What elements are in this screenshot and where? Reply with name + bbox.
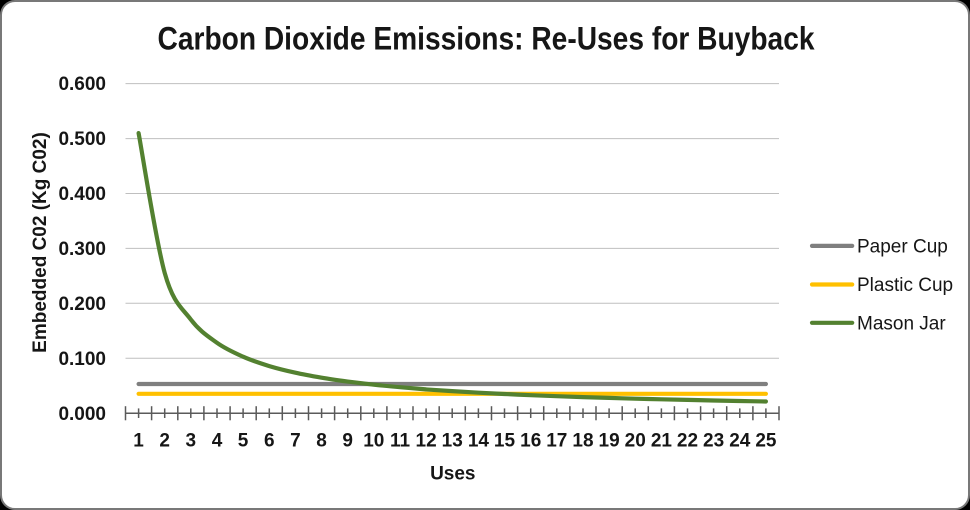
svg-text:23: 23 bbox=[703, 431, 724, 452]
svg-text:24: 24 bbox=[729, 431, 751, 452]
svg-text:9: 9 bbox=[342, 431, 353, 452]
svg-text:19: 19 bbox=[599, 431, 620, 452]
svg-text:21: 21 bbox=[651, 431, 673, 452]
svg-text:2: 2 bbox=[159, 431, 170, 452]
svg-text:17: 17 bbox=[546, 431, 567, 452]
svg-text:Paper Cup: Paper Cup bbox=[857, 237, 948, 258]
svg-text:13: 13 bbox=[442, 431, 463, 452]
svg-text:22: 22 bbox=[677, 431, 698, 452]
svg-text:Carbon Dioxide Emissions: Re-U: Carbon Dioxide Emissions: Re-Uses for Bu… bbox=[158, 20, 815, 56]
svg-text:Plastic Cup: Plastic Cup bbox=[857, 275, 953, 296]
svg-text:18: 18 bbox=[572, 431, 593, 452]
svg-text:0.300: 0.300 bbox=[58, 239, 106, 260]
svg-text:6: 6 bbox=[264, 431, 275, 452]
svg-text:8: 8 bbox=[316, 431, 327, 452]
svg-text:5: 5 bbox=[238, 431, 249, 452]
svg-text:4: 4 bbox=[212, 431, 223, 452]
svg-text:0.200: 0.200 bbox=[58, 294, 106, 315]
svg-text:0.500: 0.500 bbox=[58, 129, 106, 150]
svg-text:20: 20 bbox=[625, 431, 646, 452]
svg-text:Uses: Uses bbox=[430, 463, 475, 484]
svg-text:0.100: 0.100 bbox=[58, 349, 106, 370]
svg-text:16: 16 bbox=[520, 431, 541, 452]
svg-text:3: 3 bbox=[186, 431, 197, 452]
svg-text:Mason Jar: Mason Jar bbox=[857, 313, 946, 334]
svg-text:Embedded C02 (Kg C02): Embedded C02 (Kg C02) bbox=[30, 132, 51, 353]
svg-text:14: 14 bbox=[468, 431, 490, 452]
svg-text:0.600: 0.600 bbox=[58, 74, 106, 95]
svg-text:1: 1 bbox=[133, 431, 144, 452]
svg-text:7: 7 bbox=[290, 431, 301, 452]
svg-text:0.000: 0.000 bbox=[58, 404, 106, 425]
svg-text:15: 15 bbox=[494, 431, 516, 452]
svg-text:0.400: 0.400 bbox=[58, 184, 106, 205]
svg-text:12: 12 bbox=[416, 431, 437, 452]
svg-text:25: 25 bbox=[755, 431, 777, 452]
svg-text:11: 11 bbox=[390, 431, 411, 452]
svg-text:10: 10 bbox=[363, 431, 384, 452]
